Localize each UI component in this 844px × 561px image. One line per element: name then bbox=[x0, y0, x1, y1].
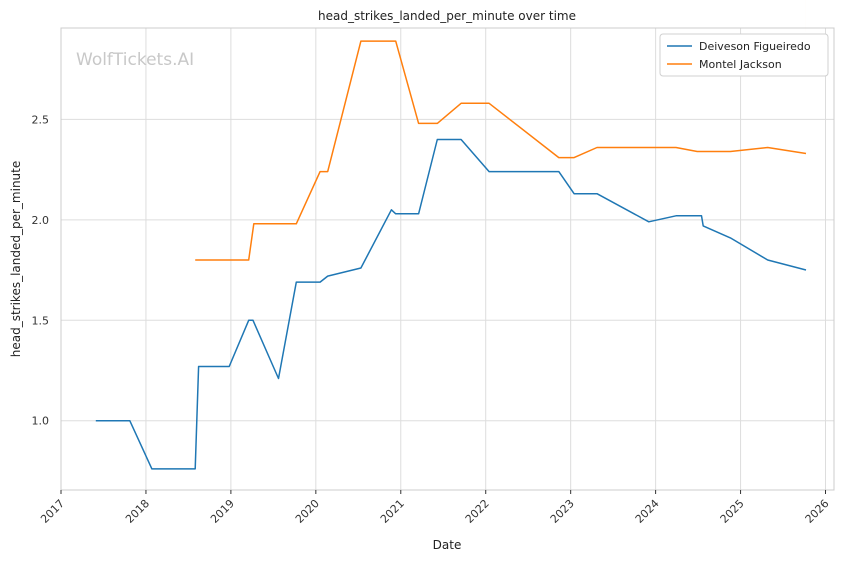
y-tick-label: 2.0 bbox=[32, 214, 50, 227]
legend-label-montel-jackson: Montel Jackson bbox=[699, 58, 782, 71]
legend-label-deiveson-figueiredo: Deiveson Figueiredo bbox=[699, 40, 811, 53]
chart-title: head_strikes_landed_per_minute over time bbox=[318, 9, 576, 23]
plot-frame bbox=[60, 27, 835, 491]
x-tick-label: 2020 bbox=[293, 497, 322, 526]
series-line-deiveson-figueiredo bbox=[95, 138, 807, 470]
y-axis-title: head_strikes_landed_per_minute bbox=[9, 161, 23, 358]
x-tick-label: 2024 bbox=[633, 497, 662, 526]
y-tick-label: 2.5 bbox=[32, 113, 50, 126]
x-tick-label: 2025 bbox=[718, 497, 747, 526]
series-lines bbox=[95, 40, 807, 470]
legend-frame bbox=[659, 33, 829, 77]
x-tick-label: 2022 bbox=[463, 497, 492, 526]
x-tick-label: 2019 bbox=[208, 497, 237, 526]
plot-background bbox=[61, 28, 834, 490]
gridlines bbox=[60, 28, 834, 490]
legend: Deiveson Figueiredo Montel Jackson bbox=[659, 33, 829, 77]
x-tick-label: 2021 bbox=[378, 497, 407, 526]
watermark: WolfTickets.AI bbox=[76, 50, 194, 70]
x-tick-label: 2026 bbox=[803, 497, 832, 526]
x-tick-label: 2018 bbox=[123, 497, 152, 526]
x-axis-ticks: 2017 2018 2019 2020 2021 2022 2023 2024 2025 2026 bbox=[38, 490, 832, 526]
y-tick-label: 1.5 bbox=[32, 314, 50, 327]
y-tick-label: 1.0 bbox=[32, 415, 50, 428]
y-axis-ticks: 1.0 1.5 2.0 2.5 bbox=[32, 113, 50, 427]
series-line-montel-jackson bbox=[195, 40, 807, 261]
x-tick-label: 2023 bbox=[548, 497, 577, 526]
x-tick-label: 2017 bbox=[38, 497, 67, 526]
x-axis-title: Date bbox=[433, 538, 462, 552]
